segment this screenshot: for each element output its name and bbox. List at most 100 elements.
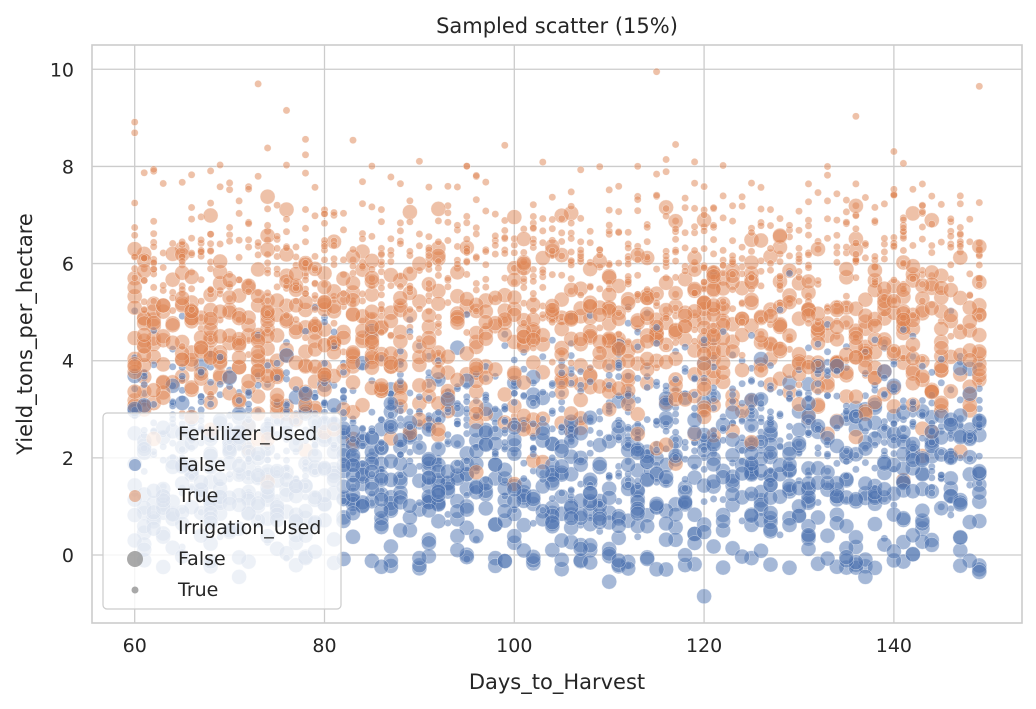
scatter-point — [662, 314, 670, 322]
scatter-point — [459, 501, 475, 518]
scatter-point — [548, 193, 557, 202]
scatter-point — [681, 438, 689, 447]
scatter-point — [899, 159, 908, 168]
scatter-point — [136, 397, 152, 414]
scatter-point — [535, 463, 551, 480]
scatter-point — [468, 406, 485, 422]
scatter-point — [738, 417, 746, 426]
scatter-point — [206, 239, 215, 248]
scatter-point — [829, 438, 845, 454]
scatter-point — [605, 371, 614, 380]
scatter-point — [149, 229, 158, 238]
scatter-point — [614, 259, 623, 267]
scatter-point — [387, 281, 395, 290]
scatter-point — [605, 206, 614, 214]
scatter-point — [387, 257, 395, 266]
scatter-point — [747, 273, 756, 282]
scatter-point — [572, 425, 589, 442]
scatter-point — [301, 289, 310, 298]
scatter-point — [349, 435, 357, 444]
scatter-point — [339, 209, 348, 218]
scatter-point — [965, 215, 974, 224]
scatter-point — [582, 485, 598, 501]
scatter-point — [244, 219, 253, 228]
scatter-point — [886, 377, 902, 394]
scatter-point — [614, 372, 623, 381]
scatter-point — [168, 306, 177, 315]
scatter-point — [383, 395, 399, 412]
scatter-point — [804, 319, 813, 328]
scatter-point — [572, 541, 589, 557]
scatter-point — [810, 241, 826, 257]
x-tick-label: 100 — [496, 635, 532, 657]
scatter-point — [216, 240, 224, 248]
x-tick-label: 140 — [876, 635, 912, 657]
scatter-point — [757, 399, 765, 408]
scatter-point — [861, 347, 870, 356]
scatter-point — [738, 243, 746, 252]
scatter-point — [728, 270, 737, 279]
scatter-point — [776, 410, 784, 418]
scatter-point — [430, 364, 447, 380]
scatter-point — [392, 432, 409, 449]
scatter-point — [320, 255, 329, 264]
scatter-point — [918, 207, 927, 216]
scatter-point — [481, 275, 490, 284]
scatter-point — [738, 192, 746, 201]
scatter-point — [591, 437, 608, 453]
scatter-point — [453, 260, 462, 268]
scatter-point — [392, 522, 409, 539]
y-tick-label: 2 — [62, 448, 74, 470]
scatter-point — [462, 218, 471, 227]
scatter-point — [705, 436, 722, 453]
scatter-point — [478, 500, 494, 517]
scatter-point — [481, 207, 490, 215]
scatter-point — [857, 359, 874, 376]
scatter-point — [538, 214, 547, 223]
scatter-point — [292, 243, 300, 251]
scatter-point — [354, 397, 371, 413]
legend-box — [102, 412, 342, 610]
scatter-point — [130, 274, 139, 282]
scatter-point — [140, 276, 149, 285]
scatter-point — [933, 395, 950, 411]
scatter-point — [377, 250, 386, 259]
scatter-point — [377, 290, 386, 299]
scatter-point — [785, 422, 794, 431]
scatter-point — [743, 254, 760, 271]
scatter-point — [633, 342, 642, 351]
scatter-point — [206, 199, 215, 207]
scatter-point — [956, 230, 965, 238]
scatter-point — [946, 275, 955, 283]
scatter-point — [747, 179, 756, 187]
scatter-point — [316, 279, 333, 295]
scatter-point — [952, 249, 969, 266]
scatter-point — [648, 561, 665, 578]
scatter-point — [690, 222, 699, 231]
scatter-point — [624, 260, 633, 268]
scatter-point — [918, 362, 927, 371]
scatter-point — [225, 223, 234, 232]
scatter-point — [927, 192, 936, 200]
scatter-point — [387, 234, 395, 243]
scatter-point — [905, 205, 921, 222]
scatter-point — [852, 465, 860, 474]
scatter-point — [880, 255, 889, 263]
scatter-point — [178, 257, 187, 266]
scatter-point — [956, 242, 965, 251]
scatter-point — [937, 200, 946, 209]
scatter-point — [538, 388, 547, 397]
scatter-point — [871, 335, 879, 344]
scatter-point — [240, 373, 257, 389]
scatter-point — [168, 239, 177, 248]
scatter-point — [411, 377, 428, 394]
scatter-point — [193, 339, 209, 356]
scatter-point — [601, 573, 617, 590]
scatter-point — [937, 471, 946, 480]
scatter-point — [506, 445, 523, 462]
scatter-point — [130, 223, 139, 232]
scatter-point — [516, 231, 532, 247]
scatter-point — [857, 475, 874, 492]
scatter-point — [235, 209, 243, 218]
